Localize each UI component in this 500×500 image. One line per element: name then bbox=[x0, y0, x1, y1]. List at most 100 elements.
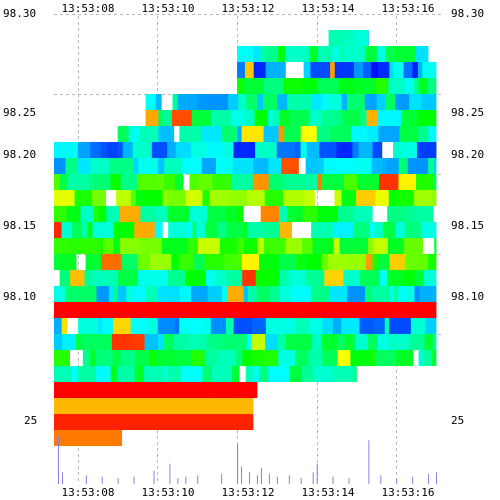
heatmap-cell bbox=[310, 62, 331, 78]
volume-bar bbox=[177, 478, 179, 484]
heatmap-cell bbox=[264, 190, 284, 206]
heatmap-cell bbox=[417, 110, 437, 126]
heatmap-cell bbox=[96, 398, 110, 414]
heatmap-cell bbox=[318, 158, 325, 174]
heatmap-cell bbox=[224, 254, 243, 270]
heatmap-cell bbox=[341, 190, 357, 206]
heatmap-cell bbox=[283, 190, 305, 206]
heatmap-cell bbox=[364, 46, 378, 62]
heatmap-cell bbox=[231, 366, 240, 382]
heatmap-cell bbox=[202, 366, 212, 382]
heatmap-cell bbox=[356, 78, 377, 94]
heatmap-cell bbox=[87, 222, 93, 238]
heatmap-cell bbox=[423, 350, 433, 366]
heatmap-cell bbox=[246, 190, 266, 206]
heatmap-cell bbox=[145, 94, 157, 110]
heatmap-cell bbox=[178, 254, 194, 270]
heatmap-cell bbox=[70, 414, 86, 430]
heatmap-cell bbox=[365, 286, 373, 302]
heatmap-cell bbox=[112, 430, 123, 446]
heatmap-cell bbox=[204, 318, 212, 334]
heatmap-cell bbox=[137, 174, 159, 190]
heatmap-cell bbox=[233, 126, 238, 142]
heatmap-cell bbox=[167, 366, 182, 382]
heatmap-cell bbox=[317, 78, 339, 94]
heatmap-cell bbox=[321, 254, 329, 270]
heatmap-cell bbox=[85, 414, 103, 430]
heatmap-cell bbox=[391, 302, 414, 318]
heatmap-cell bbox=[383, 222, 396, 238]
heatmap-cell bbox=[228, 382, 244, 398]
heatmap-cell bbox=[84, 270, 93, 286]
heatmap-cell bbox=[412, 206, 434, 222]
heatmap-cell bbox=[250, 302, 262, 318]
heatmap-cell bbox=[140, 126, 159, 142]
heatmap-cell bbox=[350, 334, 356, 350]
heatmap-cell bbox=[347, 94, 366, 110]
heatmap-cell bbox=[269, 286, 280, 302]
heatmap-cell bbox=[157, 302, 163, 318]
heatmap-cell bbox=[322, 318, 334, 334]
heatmap-cell bbox=[207, 142, 223, 158]
heatmap-cell bbox=[191, 142, 209, 158]
heatmap-cell bbox=[244, 62, 255, 78]
heatmap-cell bbox=[372, 142, 383, 158]
heatmap-cell bbox=[202, 190, 210, 206]
volume-bar bbox=[380, 475, 382, 484]
heatmap-cell bbox=[91, 190, 106, 206]
heatmap-cell bbox=[179, 286, 192, 302]
heatmap-cell bbox=[60, 430, 80, 446]
heatmap-cell bbox=[75, 302, 98, 318]
heatmap-cell bbox=[75, 286, 97, 302]
heatmap-cell bbox=[388, 78, 405, 94]
heatmap-cell bbox=[353, 222, 370, 238]
heatmap-cell bbox=[98, 206, 107, 222]
heatmap-cell bbox=[218, 334, 229, 350]
heatmap-cell bbox=[433, 158, 437, 174]
heatmap-cell bbox=[96, 270, 119, 286]
heatmap-cell bbox=[394, 222, 406, 238]
heatmap-cell bbox=[110, 174, 117, 190]
heatmap-cell bbox=[230, 110, 246, 126]
heatmap-cell bbox=[215, 110, 232, 126]
heatmap-cell bbox=[387, 206, 407, 222]
heatmap-cell bbox=[175, 382, 191, 398]
heatmap-cell bbox=[378, 126, 400, 142]
heatmap-cell bbox=[104, 334, 113, 350]
heatmap-cell bbox=[119, 238, 141, 254]
heatmap-cell bbox=[336, 110, 344, 126]
heatmap-cell bbox=[228, 94, 239, 110]
heatmap-cell bbox=[158, 174, 165, 190]
heatmap-cell bbox=[119, 206, 141, 222]
heatmap-cell bbox=[256, 286, 271, 302]
heatmap-cell bbox=[304, 174, 319, 190]
size-tick-right: 25 bbox=[451, 414, 464, 427]
heatmap-cell bbox=[345, 302, 355, 318]
heatmap-cell bbox=[343, 46, 366, 62]
heatmap-cell bbox=[140, 206, 156, 222]
heatmap-cell bbox=[187, 222, 193, 238]
volume-bar bbox=[396, 478, 398, 484]
heatmap-cell bbox=[167, 382, 177, 398]
heatmap-cell bbox=[164, 158, 183, 174]
x-tick-top: 13:53:08 bbox=[62, 2, 115, 15]
heatmap-cell bbox=[386, 158, 400, 174]
heatmap-cell bbox=[337, 158, 356, 174]
heatmap-cell bbox=[133, 158, 139, 174]
heatmap-cell bbox=[371, 286, 391, 302]
heatmap-cell bbox=[371, 62, 379, 78]
heatmap-cell bbox=[419, 286, 437, 302]
heatmap-cell bbox=[210, 110, 216, 126]
heatmap-cell bbox=[417, 254, 429, 270]
heatmap-cell bbox=[353, 30, 369, 46]
heatmap-cell bbox=[332, 222, 355, 238]
heatmap-cell bbox=[416, 142, 437, 158]
heatmap-cell bbox=[182, 158, 203, 174]
heatmap-cell bbox=[247, 222, 264, 238]
heatmap-cell bbox=[112, 318, 132, 334]
heatmap-cell bbox=[339, 238, 354, 254]
heatmap-cell bbox=[81, 222, 88, 238]
heatmap-cell bbox=[260, 46, 267, 62]
heatmap-cell bbox=[217, 350, 237, 366]
heatmap-cell bbox=[294, 142, 301, 158]
